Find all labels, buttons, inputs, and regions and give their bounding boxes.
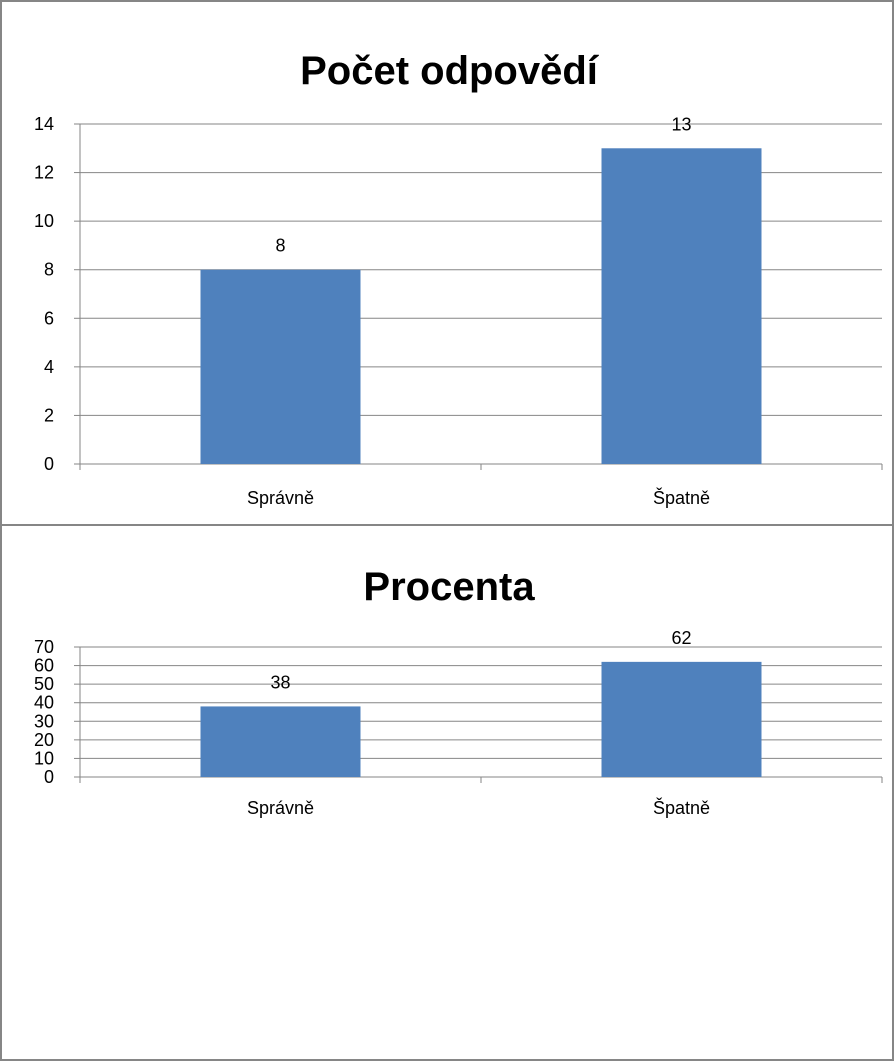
percent-y-tick-label: 40 [34, 693, 54, 713]
percent-bar-2 [601, 661, 762, 777]
count-y-tick-label: 12 [34, 163, 54, 183]
percent-y-tick-label: 10 [34, 748, 54, 768]
count-y-tick-label: 10 [34, 211, 54, 231]
count-data-label: 8 [275, 236, 285, 256]
percent-y-tick-label: 60 [34, 656, 54, 676]
count-chart-title: Počet odpovědí [300, 49, 600, 93]
percent-bar-1 [200, 706, 361, 777]
count-y-tick-label: 4 [44, 357, 54, 377]
count-bar-2 [601, 148, 762, 465]
count-category-label: Špatně [653, 487, 710, 508]
percent-chart-title: Procenta [363, 565, 535, 609]
chart-count-svg: Počet odpovědí 0 2 4 6 8 10 12 14 8 Správně 13 Špatn… [34, 49, 883, 508]
count-y-tick-label: 2 [44, 405, 54, 425]
chart-panel-count: Počet odpovědí 0 2 4 6 8 10 12 14 8 Správně 13 Špatn… [0, 0, 894, 526]
count-y-tick-label: 0 [44, 454, 54, 474]
count-y-tick-label: 6 [44, 308, 54, 328]
percent-y-tick-label: 0 [44, 767, 54, 787]
percent-data-label: 62 [671, 628, 691, 648]
percent-y-tick-label: 20 [34, 730, 54, 750]
percent-y-tick-label: 30 [34, 711, 54, 731]
count-category-label: Správně [247, 488, 314, 508]
percent-category-label: Špatně [653, 797, 710, 818]
chart-panel-percent: Procenta 0 10 20 30 40 50 60 70 38 Správně 62 Špatně [0, 524, 894, 1061]
percent-data-label: 38 [270, 672, 290, 692]
count-bar-1 [200, 269, 361, 464]
count-data-label: 13 [671, 114, 691, 134]
percent-y-tick-label: 70 [34, 637, 54, 657]
percent-y-tick-label: 50 [34, 674, 54, 694]
count-y-tick-label: 14 [34, 114, 54, 134]
count-y-tick-label: 8 [44, 260, 54, 280]
percent-category-label: Správně [247, 798, 314, 818]
